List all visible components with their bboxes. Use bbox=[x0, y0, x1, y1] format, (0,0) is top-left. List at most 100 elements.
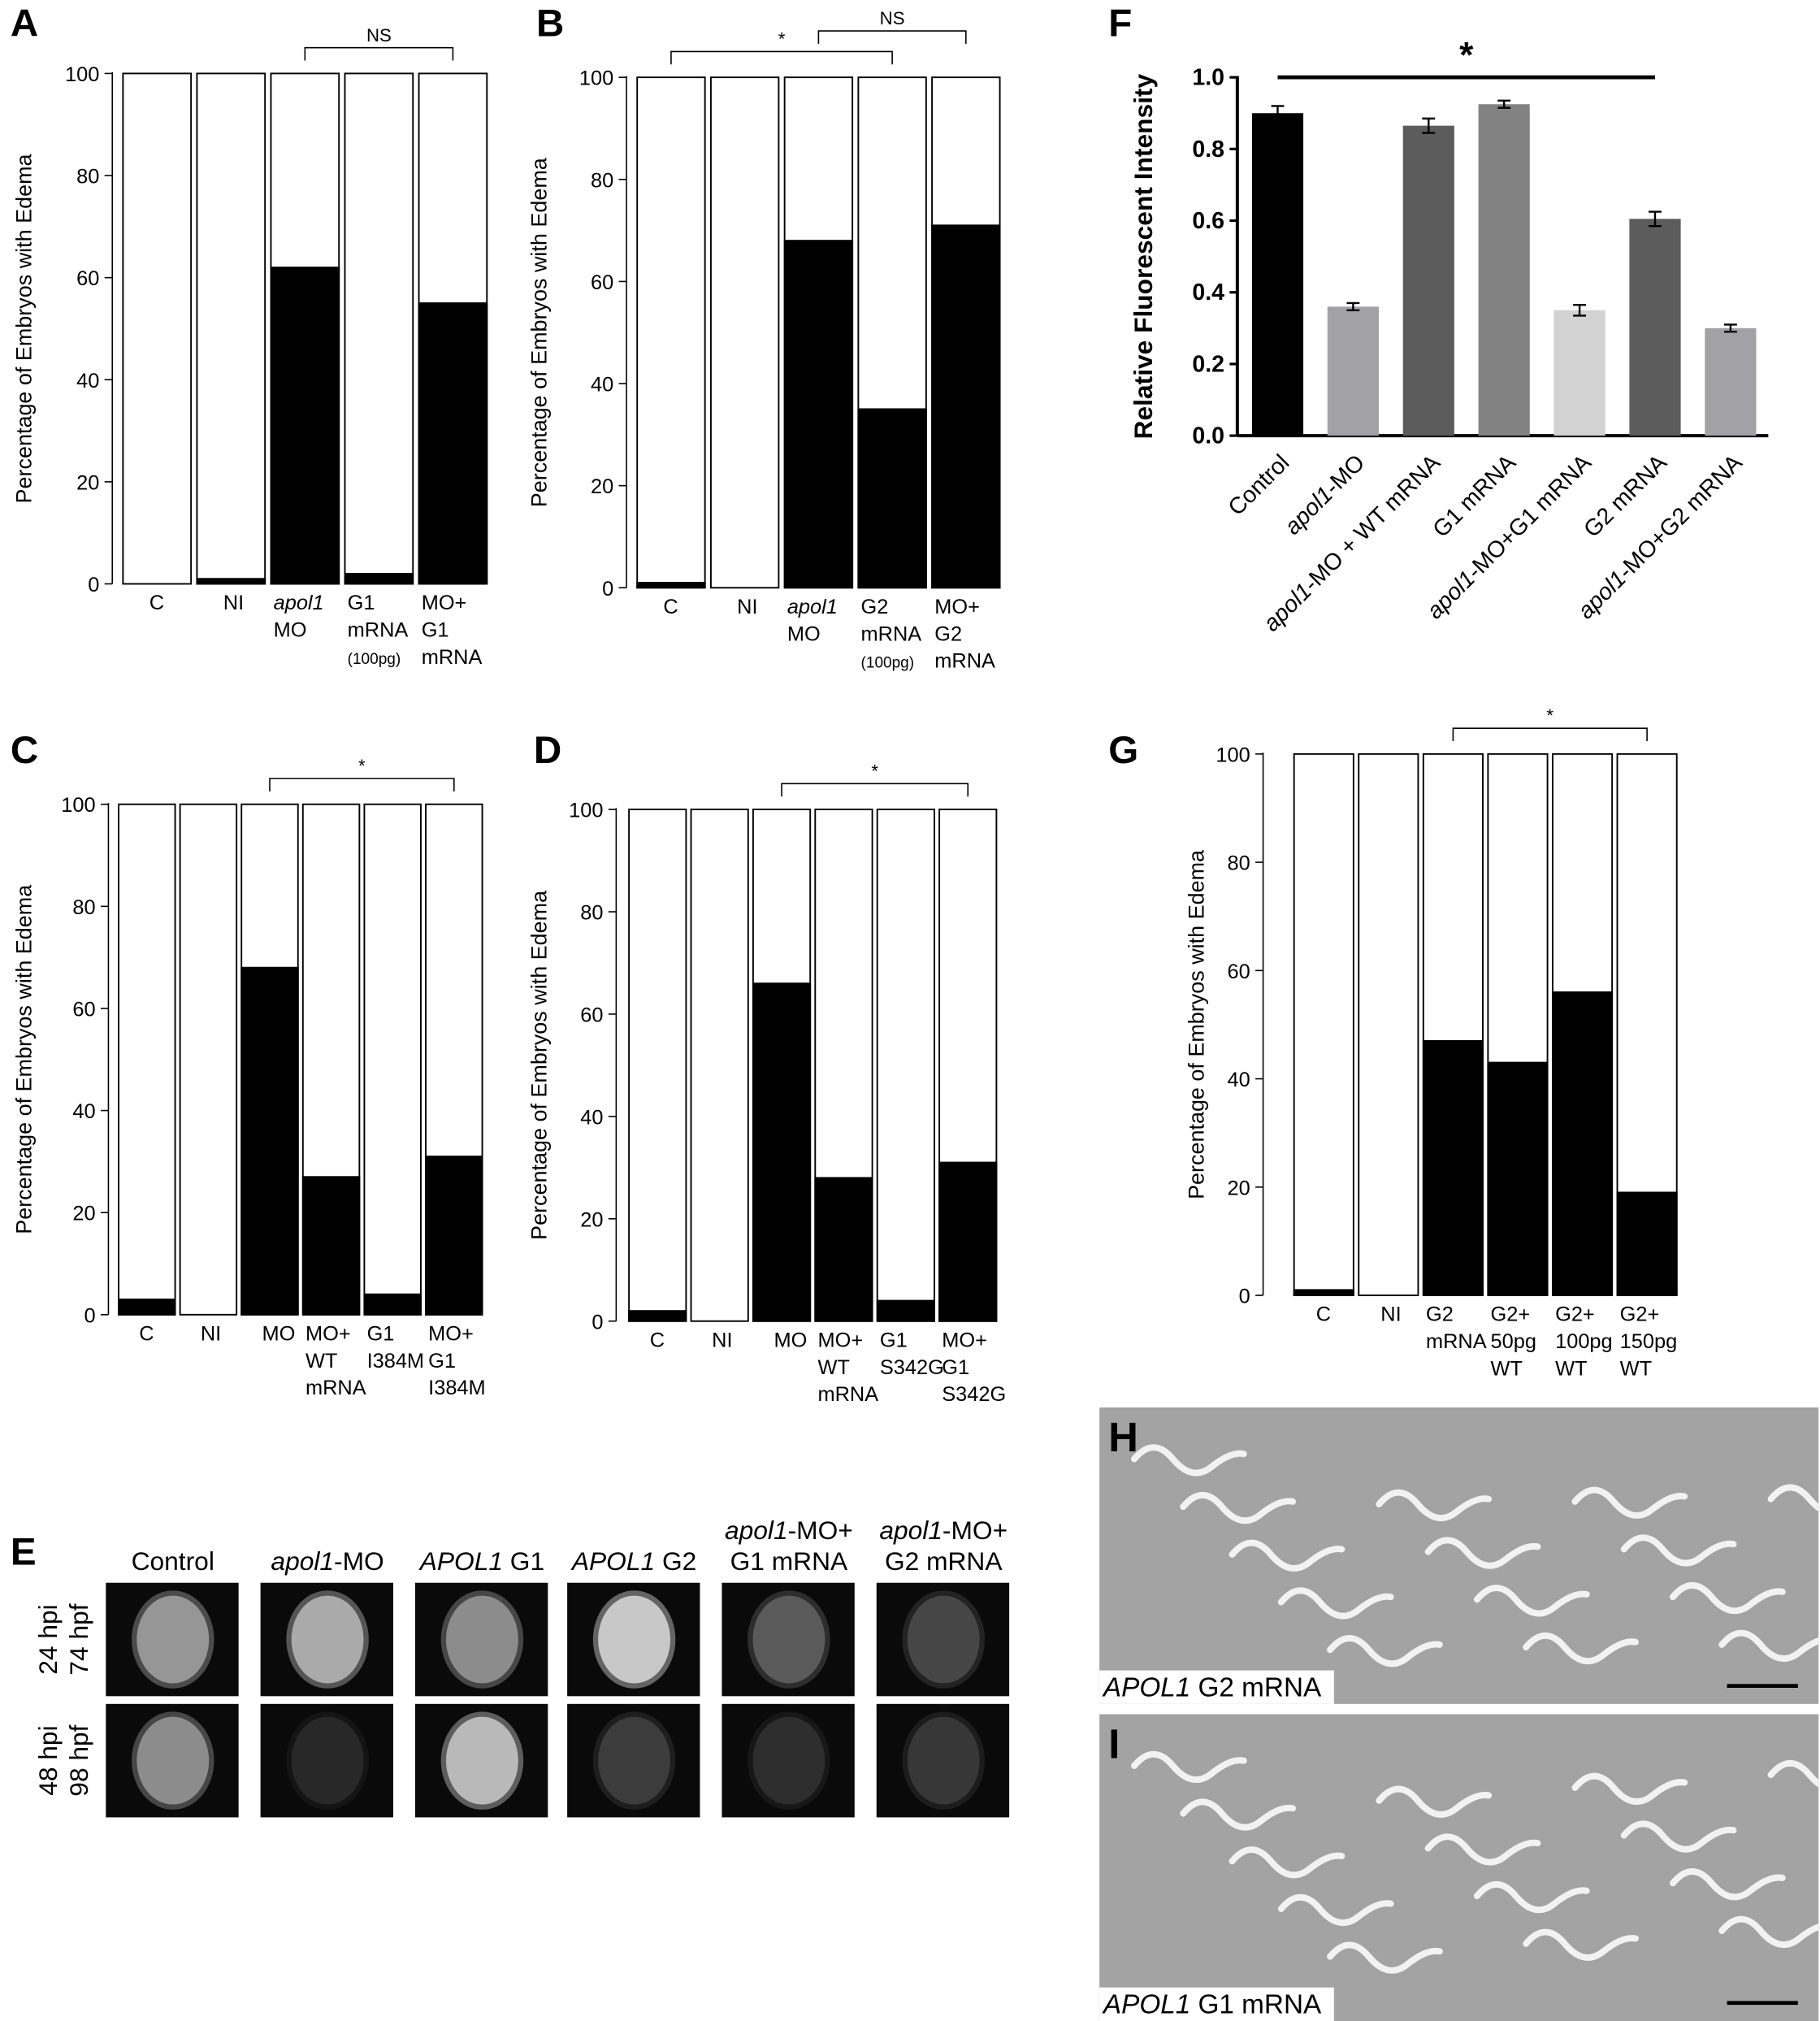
x-tick-label: MO bbox=[774, 1329, 808, 1351]
membrane bbox=[1571, 1772, 1688, 1805]
y-tick-label: 20 bbox=[1228, 1177, 1250, 1199]
significance-bracket bbox=[781, 783, 969, 797]
membrane bbox=[1228, 1846, 1346, 1879]
y-tick-label: 80 bbox=[76, 166, 99, 189]
membrane bbox=[1424, 1833, 1541, 1866]
membrane bbox=[1131, 1750, 1247, 1784]
bar-frame bbox=[1358, 752, 1419, 1296]
bar-frame bbox=[876, 809, 935, 1322]
membrane bbox=[1718, 1915, 1820, 1949]
x-tick-label: NI bbox=[223, 592, 244, 614]
embryo-eye bbox=[286, 1590, 369, 1689]
bar-frame bbox=[122, 72, 193, 585]
caption-bg bbox=[1099, 1987, 1334, 2021]
y-tick-label: 40 bbox=[72, 1100, 95, 1123]
significance-label: * bbox=[1459, 35, 1474, 75]
column-header: apol1-MO bbox=[271, 1546, 384, 1576]
bar bbox=[1293, 1289, 1354, 1296]
panel-label: C bbox=[11, 729, 38, 772]
embryo-eye bbox=[592, 1590, 676, 1689]
y-tick-label: 20 bbox=[591, 475, 613, 498]
bar bbox=[1554, 310, 1606, 436]
em-image bbox=[1099, 1714, 1819, 2021]
y-tick-label: 0 bbox=[1239, 1286, 1250, 1308]
bar bbox=[1629, 219, 1681, 436]
bar bbox=[425, 1156, 483, 1316]
membrane bbox=[1277, 1587, 1394, 1620]
bar-frame bbox=[118, 803, 176, 1316]
panel-label: B bbox=[536, 2, 564, 45]
bar bbox=[752, 982, 812, 1322]
embryo-eye bbox=[902, 1711, 985, 1810]
membrane bbox=[1767, 1759, 1820, 1789]
em-image bbox=[1099, 1407, 1819, 1704]
x-tick-label: G2+ 150pg WT bbox=[1620, 1303, 1678, 1381]
y-tick-label: 100 bbox=[65, 63, 99, 86]
caption-bg bbox=[1099, 1670, 1334, 1704]
embryo-eye bbox=[748, 1590, 830, 1689]
membrane bbox=[1327, 1941, 1443, 1974]
bar bbox=[628, 1310, 687, 1322]
x-tick-label: C bbox=[650, 1329, 665, 1351]
caption: APOL1 G1 mRNA bbox=[1102, 1989, 1322, 2019]
bar bbox=[1251, 113, 1304, 436]
bar bbox=[814, 1177, 873, 1322]
membrane bbox=[1473, 1881, 1590, 1914]
error-bar bbox=[1346, 301, 1360, 311]
row-header: 48 hpi 98 hpf bbox=[33, 1724, 93, 1796]
x-tick-label: G2 mRNA (100pg) bbox=[861, 596, 922, 672]
significance-bracket bbox=[269, 778, 455, 791]
membrane bbox=[1473, 1585, 1590, 1617]
x-tick-label: MO+ WT mRNA bbox=[306, 1323, 366, 1400]
y-tick-label: 0 bbox=[602, 578, 613, 601]
membrane bbox=[1571, 1486, 1688, 1519]
column-header: APOL1 G2 bbox=[570, 1546, 696, 1576]
membrane bbox=[1523, 1928, 1639, 1961]
y-tick-label: 0.8 bbox=[1192, 137, 1224, 163]
membrane bbox=[1131, 1444, 1247, 1477]
bar bbox=[118, 1299, 176, 1316]
embryo-eye bbox=[440, 1590, 524, 1689]
y-tick-label: 40 bbox=[580, 1106, 603, 1129]
y-axis-label: Percentage of Embryos with Edema bbox=[11, 885, 36, 1234]
y-tick-label: 0.4 bbox=[1192, 280, 1224, 306]
x-tick-label: C bbox=[150, 592, 164, 614]
bar bbox=[1327, 306, 1379, 436]
membrane bbox=[1327, 1635, 1443, 1668]
error-bar bbox=[1723, 323, 1737, 333]
bar-frame bbox=[628, 809, 687, 1322]
bar bbox=[938, 1161, 998, 1322]
bar bbox=[270, 267, 340, 585]
bar bbox=[1422, 1039, 1484, 1296]
significance-bracket bbox=[817, 30, 967, 44]
x-tick-label: G1 S342G bbox=[880, 1329, 944, 1378]
membrane bbox=[1718, 1629, 1820, 1662]
membrane bbox=[1620, 1534, 1737, 1567]
bar bbox=[363, 1293, 422, 1316]
bar bbox=[1705, 327, 1757, 436]
x-tick-label: C bbox=[1316, 1303, 1331, 1326]
y-tick-label: 80 bbox=[580, 902, 603, 925]
x-tick-label: MO bbox=[262, 1323, 295, 1346]
bar bbox=[1616, 1191, 1678, 1296]
y-tick-label: 1.0 bbox=[1192, 65, 1224, 91]
y-axis-label: Percentage of Embryos with Edema bbox=[11, 154, 36, 503]
y-tick-label: 0.0 bbox=[1192, 423, 1224, 449]
embryo-eye bbox=[131, 1711, 214, 1810]
panel-label: I bbox=[1108, 1720, 1120, 1767]
bar bbox=[783, 240, 854, 589]
panel-label: F bbox=[1108, 2, 1132, 45]
significance-label: NS bbox=[880, 8, 905, 28]
y-tick-label: 80 bbox=[591, 169, 613, 192]
y-tick-label: 20 bbox=[76, 471, 99, 494]
x-tick-label: NI bbox=[201, 1323, 221, 1346]
y-tick-label: 60 bbox=[76, 267, 99, 290]
x-tick-label: Control bbox=[1224, 449, 1295, 521]
y-tick-label: 80 bbox=[72, 896, 95, 919]
y-tick-label: 40 bbox=[1228, 1069, 1250, 1091]
error-bar bbox=[1573, 303, 1587, 317]
error-bar bbox=[1271, 105, 1285, 122]
membrane bbox=[1180, 1798, 1297, 1831]
x-tick-label: G2+ 100pg WT bbox=[1555, 1303, 1613, 1381]
x-tick-label: G2+ 50pg WT bbox=[1491, 1303, 1536, 1381]
